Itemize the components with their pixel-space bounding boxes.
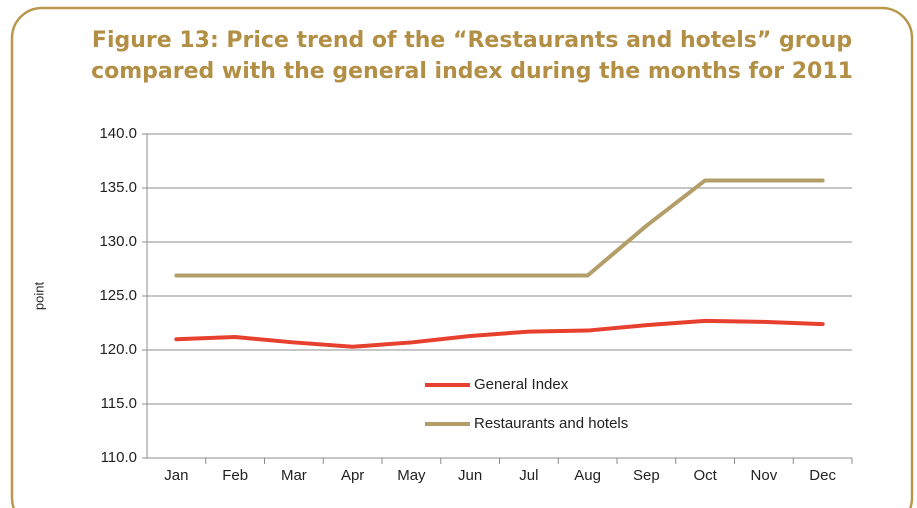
y-tick-label: 130.0 xyxy=(99,233,137,250)
legend-label: General Index xyxy=(474,376,569,393)
chart-title: Figure 13: Price trend of the “Restauran… xyxy=(92,28,852,53)
line-series xyxy=(174,318,825,349)
x-tick-label: Dec xyxy=(809,467,836,484)
y-tick-label: 110.0 xyxy=(101,449,137,466)
y-tick-label: 120.0 xyxy=(99,341,137,358)
x-tick-label: Nov xyxy=(751,467,778,484)
y-tick-label: 115.0 xyxy=(101,395,137,412)
line-series xyxy=(174,178,825,278)
chart-title: compared with the general index during t… xyxy=(91,59,853,84)
legend-label: Restaurants and hotels xyxy=(474,415,628,432)
y-axis-label: point xyxy=(31,282,46,311)
frame xyxy=(10,6,914,508)
x-tick-label: Oct xyxy=(693,467,717,484)
x-tick-label: Aug xyxy=(574,467,601,484)
x-tick-label: Jan xyxy=(164,467,188,484)
x-tick-label: Jul xyxy=(519,467,538,484)
x-tick-label: Mar xyxy=(281,467,307,484)
x-tick-label: Jun xyxy=(458,467,482,484)
x-tick-label: Feb xyxy=(222,467,248,484)
y-tick-label: 135.0 xyxy=(99,179,137,196)
y-tick-label: 125.0 xyxy=(99,287,137,304)
x-tick-label: Apr xyxy=(341,467,364,484)
x-tick-label: May xyxy=(397,467,426,484)
y-tick-label: 140.0 xyxy=(99,125,137,142)
x-tick-label: Sep xyxy=(633,467,660,484)
